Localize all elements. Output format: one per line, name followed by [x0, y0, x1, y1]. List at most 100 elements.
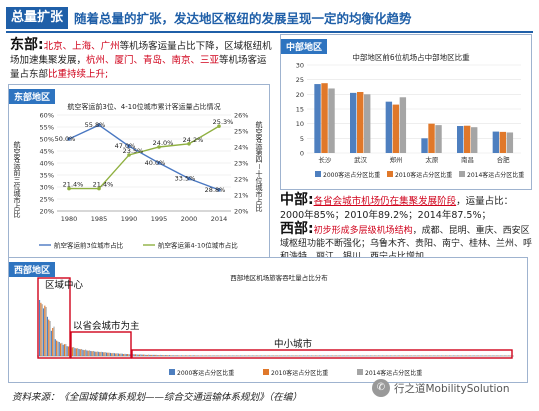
- west-bar: [154, 354, 156, 356]
- west-bar: [106, 352, 108, 356]
- west-bar: [115, 353, 117, 356]
- west-bar: [71, 347, 73, 356]
- east-right-tick: 26%: [234, 112, 248, 120]
- west-bar: [95, 351, 97, 356]
- west-bar: [60, 343, 62, 356]
- east-x-tick: 1985: [91, 215, 108, 223]
- central-bar: [328, 88, 335, 153]
- west-bar: [132, 354, 134, 356]
- central-chart-box: 中部地区 中部地区前6位机场占中部地区比重 0 5 10 15 20 25 30 长沙 武汉 郑州 太…: [280, 34, 532, 190]
- west-bar: [87, 350, 89, 356]
- west-regional-label: 区域中心: [45, 279, 84, 291]
- east-right-tick: 21%: [234, 192, 248, 200]
- east-data-label: 21.4%: [63, 181, 84, 189]
- east-data-label: 55.8%: [85, 121, 106, 129]
- east-cities-top: 北京、上海、广州: [43, 41, 120, 52]
- east-left-tick: 60%: [40, 112, 54, 120]
- east-data-label: 40.0%: [145, 159, 166, 167]
- central-chart-title: 中部地区前6位机场占中部地区比重: [352, 52, 470, 62]
- central-x-tick: 长沙: [318, 155, 332, 164]
- west-capital-highlight: [70, 331, 132, 359]
- west-small-highlight: [131, 349, 513, 359]
- west-bar: [42, 308, 45, 356]
- east-data-point: [157, 161, 161, 165]
- central-heading: 中部:: [280, 192, 314, 208]
- west-bar: [184, 355, 186, 356]
- east-legend-label: 航空客运第4-10位城市占比: [158, 241, 238, 250]
- west-bar: [157, 355, 159, 356]
- central-legend-label: 2000客运占分区比重: [323, 171, 380, 179]
- west-bar: [58, 342, 60, 356]
- west-bar: [46, 316, 48, 356]
- east-data-label: 21.4%: [93, 181, 114, 189]
- west-bar: [78, 349, 80, 356]
- west-bar: [88, 350, 91, 356]
- east-x-tick: 2000: [181, 215, 198, 223]
- watermark-text: 行之道MobilitySolution: [394, 383, 510, 395]
- east-chart-box: 东部地区 航空客运前3位、4-10位城市累计客运量占比情况 航空客运前三位城市占比…: [8, 84, 270, 264]
- east-data-label: 24.0%: [153, 139, 174, 147]
- west-chart-title: 西部地区机场旅客吞吐量占比分布: [230, 273, 328, 282]
- west-bar: [127, 354, 129, 356]
- central-legend-swatch: [315, 171, 321, 177]
- central-y-tick: 25: [296, 76, 304, 84]
- east-data-label: 50.0%: [55, 135, 76, 143]
- central-y-tick: 5: [300, 135, 304, 143]
- east-box-title: 东部地区: [9, 89, 56, 104]
- east-emphasis: 比重持续上升;: [48, 69, 109, 80]
- west-legend-swatch: [357, 369, 363, 375]
- west-bar: [136, 354, 138, 356]
- east-series-line: [69, 125, 220, 190]
- central-bar: [321, 83, 328, 153]
- east-data-point: [97, 186, 101, 191]
- central-bar-chart: 中部地区前6位机场占中部地区比重 0 5 10 15 20 25 30 长沙 武汉 郑州 太原 南昌 合肥…: [296, 52, 525, 179]
- west-bar: [158, 355, 160, 356]
- west-bar: [99, 352, 101, 356]
- central-paragraph: 中部:各省会城市机场仍在集聚发展阶段，运量占比：2000年85%；2010年89…: [280, 193, 534, 223]
- west-box-title: 西部地区: [9, 262, 56, 277]
- east-left-tick: 55%: [40, 124, 54, 132]
- east-left-tick: 30%: [40, 184, 54, 192]
- west-bar: [119, 353, 121, 356]
- west-bar: [120, 353, 122, 356]
- west-bar: [176, 355, 179, 356]
- west-bar: [140, 354, 142, 356]
- west-bar: [187, 355, 189, 356]
- west-legend-label: 2000客运占分区比重: [177, 369, 234, 377]
- central-bar: [471, 127, 478, 153]
- west-bar: [81, 349, 83, 356]
- west-bar: [178, 355, 180, 356]
- east-data-label: 25.3%: [213, 118, 234, 126]
- west-bar: [146, 354, 148, 356]
- west-bar: [109, 352, 112, 356]
- east-right-tick: 22%: [234, 176, 248, 184]
- east-data-point: [127, 153, 131, 157]
- east-left-tick: 25%: [40, 196, 54, 204]
- east-data-label: 28.8%: [205, 186, 226, 194]
- central-bar: [435, 125, 442, 153]
- central-x-tick: 郑州: [390, 156, 403, 164]
- west-bar: [44, 305, 46, 356]
- west-legend-label: 2010客运占分区比重: [271, 369, 328, 377]
- central-legend-label: 2010客运占分区比重: [395, 171, 452, 179]
- central-text: ，运量占比：2000年85%；2010年89.2%；2014年87.5%；: [280, 196, 514, 221]
- west-bar: [186, 355, 188, 356]
- west-bar: [190, 355, 192, 356]
- west-bar: [48, 319, 50, 356]
- west-bar: [56, 340, 58, 356]
- west-bar: [150, 354, 152, 356]
- west-bar: [121, 353, 123, 356]
- east-data-point: [157, 145, 161, 149]
- central-x-tick: 南昌: [461, 155, 474, 164]
- east-text-2: 等机场客运量占东部: [10, 55, 267, 80]
- central-legend-swatch: [387, 171, 393, 177]
- west-bar: [195, 355, 197, 356]
- east-right-tick: 24%: [234, 144, 248, 152]
- west-bar: [133, 354, 135, 356]
- west-bar: [180, 355, 183, 356]
- central-x-tick: 太原: [425, 155, 439, 164]
- west-bar: [137, 354, 139, 356]
- central-y-tick: 30: [296, 62, 304, 70]
- west-bar: [107, 352, 109, 356]
- west-bar: [162, 355, 164, 356]
